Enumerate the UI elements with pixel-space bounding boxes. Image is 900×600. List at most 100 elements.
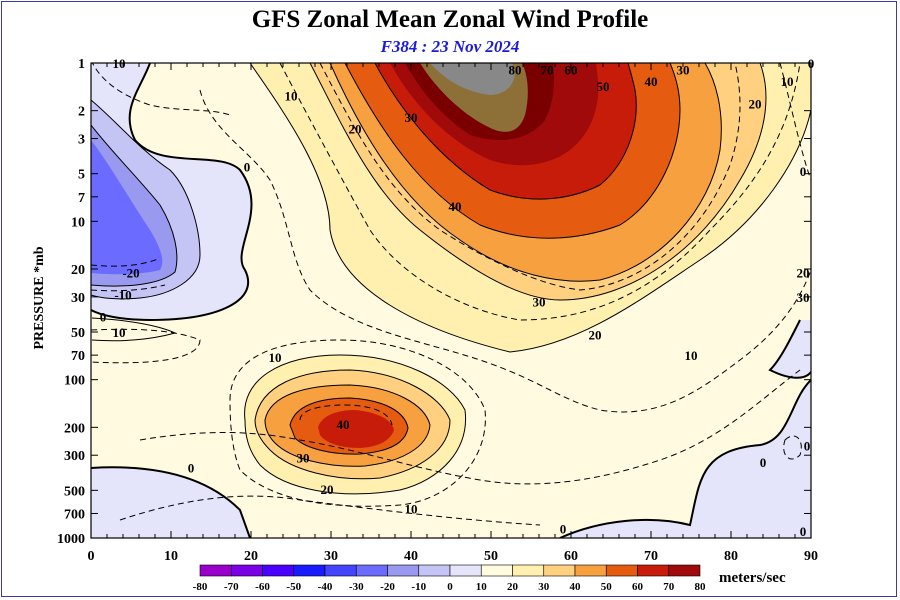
colorbar-swatch xyxy=(605,564,638,577)
x-tick-label: 20 xyxy=(244,549,258,564)
y-tick-label: 7 xyxy=(78,191,85,206)
x-tick-label: 60 xyxy=(564,549,578,564)
band-neg-30 xyxy=(91,140,163,275)
contour-label: 10 xyxy=(685,348,698,363)
x-tick-label: 40 xyxy=(404,549,418,564)
contour-label: 0 xyxy=(188,461,195,476)
x-tick-label: 0 xyxy=(88,549,95,564)
colorbar-swatch xyxy=(637,564,670,577)
chart-subtitle: F384 : 23 Nov 2024 xyxy=(380,37,520,56)
contour-label: 10 xyxy=(285,88,298,103)
y-tick-label: 10 xyxy=(71,215,85,230)
colorbar-units: meters/sec xyxy=(719,570,786,586)
contour-label: 0 xyxy=(808,56,815,71)
y-tick-label: 300 xyxy=(64,449,85,464)
colorbar-label: 0 xyxy=(447,581,453,593)
colorbar-swatch xyxy=(262,564,295,577)
contour-label: 0 xyxy=(800,164,807,179)
colorbar-swatch xyxy=(230,564,263,577)
colorbar-label: -60 xyxy=(255,581,270,593)
y-tick-label: 1000 xyxy=(57,532,85,547)
contour-label: 0 xyxy=(800,524,807,539)
colorbar-label: -70 xyxy=(224,581,239,593)
colorbar-swatch xyxy=(668,564,701,577)
y-tick-label: 70 xyxy=(71,349,85,364)
colorbar-label: -50 xyxy=(286,581,301,593)
contour-label: 20 xyxy=(749,96,762,111)
colorbar-swatch xyxy=(418,564,451,577)
y-tick-label: 200 xyxy=(64,421,85,436)
contour-label: 80 xyxy=(509,63,522,78)
colorbar-swatch xyxy=(199,564,232,577)
x-tick-label: 50 xyxy=(484,549,498,564)
contour-label: 20 xyxy=(321,482,334,497)
colorbar-label: -20 xyxy=(380,581,395,593)
colorbar: -80 -70 -60 -50 -40 -30 -20 -10 0 10 20 30 40 50 60 70 8… xyxy=(193,564,707,593)
colorbar-label: -40 xyxy=(318,581,333,593)
contour-label: 40 xyxy=(449,199,462,214)
y-tick-label: 1 xyxy=(78,57,85,72)
contour-label: 10 xyxy=(113,325,126,340)
contour-label: 10 xyxy=(405,501,418,516)
contour-label: 40 xyxy=(645,74,658,89)
band-90-100 xyxy=(430,63,515,95)
band-neg-sfc-right xyxy=(560,380,811,538)
x-tick-label: 90 xyxy=(804,549,818,564)
contour-label: 20 xyxy=(797,265,810,280)
colorbar-label: 20 xyxy=(507,581,519,593)
colorbar-label: 80 xyxy=(695,581,707,593)
colorbar-swatch xyxy=(387,564,420,577)
colorbar-swatch xyxy=(480,564,513,577)
y-tick-label: 3 xyxy=(78,133,85,148)
contour-label: 10 xyxy=(781,74,794,89)
colorbar-label: 40 xyxy=(570,581,582,593)
x-tick-label: 70 xyxy=(644,549,658,564)
contour-label: -10 xyxy=(114,288,131,303)
contour-label: 0 xyxy=(760,455,767,470)
colorbar-label: 60 xyxy=(632,581,644,593)
y-tick-label: 5 xyxy=(78,168,85,183)
colorbar-label: 10 xyxy=(476,581,488,593)
colorbar-label: -80 xyxy=(193,581,208,593)
contour-label: 50 xyxy=(597,79,610,94)
x-tick-label: 30 xyxy=(324,549,338,564)
x-tick-label: 10 xyxy=(164,549,178,564)
colorbar-label: 30 xyxy=(538,581,550,593)
chart-title: GFS Zonal Mean Zonal Wind Profile xyxy=(251,6,649,33)
band-neg-right-top xyxy=(770,320,811,378)
x-tick-label: 80 xyxy=(724,549,738,564)
colorbar-swatch xyxy=(574,564,607,577)
contour-label: 70 xyxy=(541,63,554,78)
colorbar-label: -30 xyxy=(349,581,364,593)
colorbar-swatch xyxy=(324,564,357,577)
contour-label: 30 xyxy=(297,450,310,465)
colorbar-swatch xyxy=(293,564,326,577)
contour-label: -20 xyxy=(122,265,139,280)
band-neg-sfc xyxy=(91,467,250,538)
contour-label: 0 xyxy=(804,438,811,453)
contour-label: 10 xyxy=(269,350,282,365)
contour-label: 0 xyxy=(244,159,251,174)
contour-label: 30 xyxy=(677,63,690,78)
colorbar-label: 50 xyxy=(601,581,613,593)
contour-label: 30 xyxy=(405,110,418,125)
plot-border xyxy=(90,62,812,539)
contour-labels: 10 0 80 70 60 50 40 30 20 10 10 20 30 0 0 40 20 30 -20 -10 0… xyxy=(100,56,815,539)
colorbar-swatch xyxy=(512,564,545,577)
contour-label: 30 xyxy=(797,290,810,305)
colorbar-swatch xyxy=(355,564,388,577)
colorbar-label: -10 xyxy=(411,581,426,593)
colorbar-swatch xyxy=(543,564,576,577)
y-tick-label: 700 xyxy=(64,507,85,522)
contour-label: 60 xyxy=(565,63,578,78)
y-tick-label: 2 xyxy=(78,105,85,120)
contour-label: 30 xyxy=(533,294,546,309)
contour-label: 20 xyxy=(349,122,362,137)
contour-label: 0 xyxy=(100,310,107,325)
colorbar-swatch xyxy=(449,564,482,577)
y-tick-label: 50 xyxy=(71,326,85,341)
contour-label: 20 xyxy=(589,328,602,343)
y-tick-label: 20 xyxy=(71,263,85,278)
contour-label: 10 xyxy=(113,56,126,71)
